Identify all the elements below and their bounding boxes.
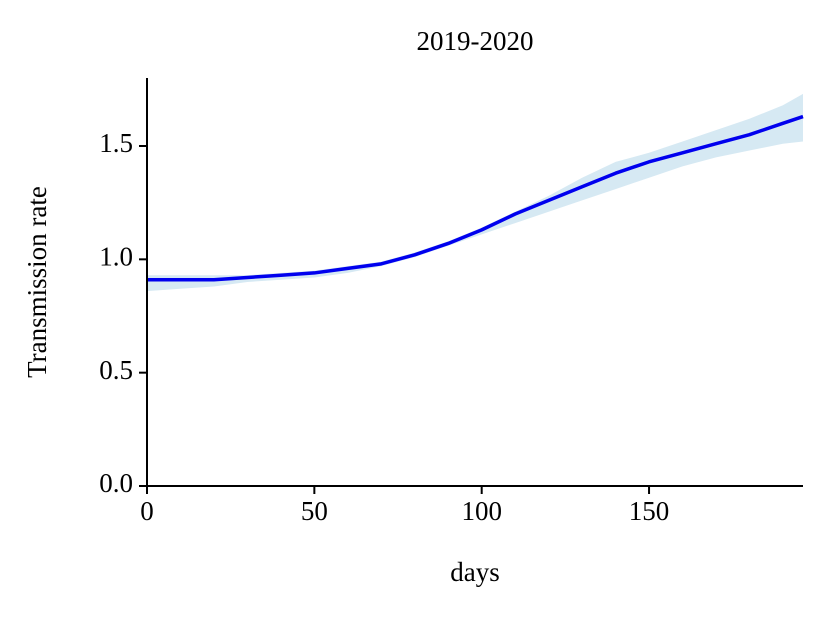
y-axis-label: Transmission rate — [22, 186, 52, 378]
x-tick-label: 100 — [461, 496, 502, 526]
x-tick-label: 0 — [140, 496, 154, 526]
confidence-band — [147, 93, 803, 292]
x-tick-label: 50 — [301, 496, 328, 526]
y-tick-label: 1.0 — [99, 242, 133, 272]
x-tick-label: 150 — [629, 496, 670, 526]
y-tick-label: 0.0 — [99, 468, 133, 498]
y-tick-label: 0.5 — [99, 355, 133, 385]
line — [147, 114, 804, 282]
x-axis-label: days — [450, 557, 500, 587]
y-tick-label: 1.5 — [99, 128, 133, 158]
chart-title: 2019-2020 — [417, 26, 534, 56]
